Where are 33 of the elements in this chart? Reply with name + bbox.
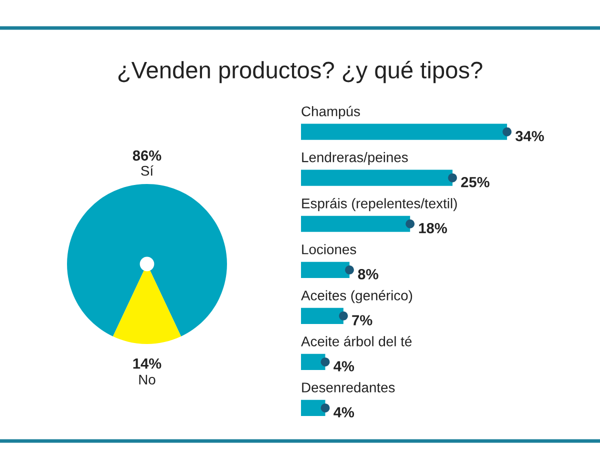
data-label: 4% [334,407,354,418]
point [406,219,415,228]
point [338,311,348,320]
data-label: 86% [132,150,162,161]
point [502,127,512,136]
bar [301,308,344,324]
point [320,403,330,412]
data-label: 8% [358,269,378,280]
category-label: Lendreras/peines [302,152,408,165]
data-label: 7% [352,315,372,326]
bar [301,354,326,370]
point [344,265,354,274]
point [320,357,330,366]
category-label: Aceite árbol del té [301,336,412,346]
data-label: 14% [133,358,162,369]
category-label: Espráis (repelentes/textil) [302,198,457,212]
category-label: Lociones [302,244,356,254]
category-label: Aceites (genérico) [301,290,412,304]
bar [301,216,410,232]
category-label: Champús [302,106,360,120]
data-label: 18% [419,222,447,234]
data-label: 34% [515,130,544,142]
bar [301,262,350,278]
point [448,173,458,182]
data-label: 4% [334,361,354,372]
bar [301,124,508,140]
bar [301,400,326,416]
slice-label: No [139,374,156,385]
bar [301,170,453,186]
data-label: 25% [461,176,490,188]
category-label: Desenredantes [302,382,395,392]
slice-label: Sí [141,165,154,176]
text: ¿Venden productos? ¿y qué tipos? [118,60,482,84]
